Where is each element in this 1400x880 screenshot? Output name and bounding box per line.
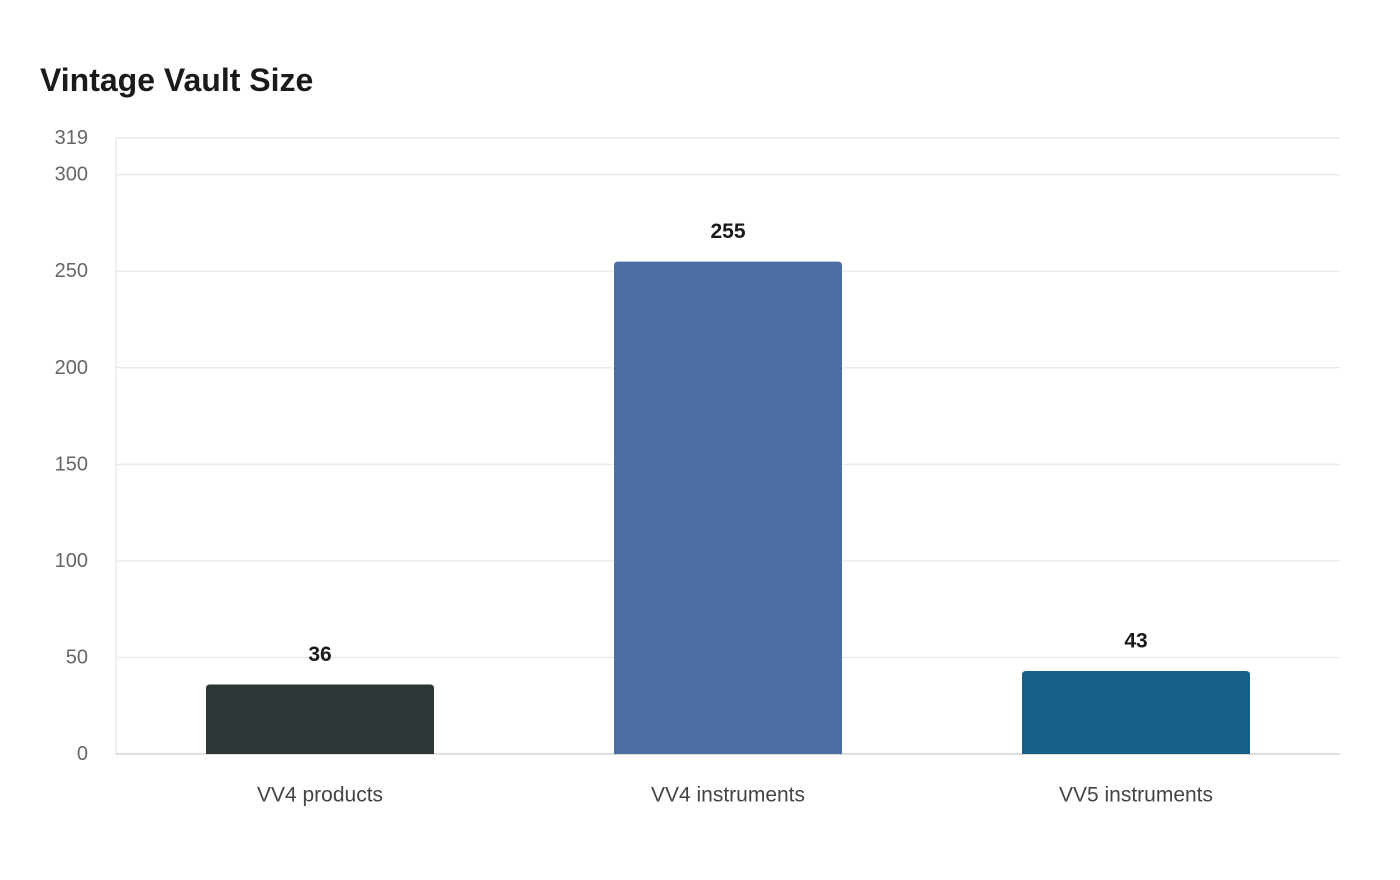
x-category-label: VV5 instruments: [1059, 784, 1213, 807]
y-tick-label: 150: [55, 453, 88, 475]
chart-title: Vintage Vault Size: [40, 62, 314, 98]
y-tick-label: 319: [55, 127, 88, 149]
data-labels: 36 255 43: [308, 220, 1147, 666]
bar-0: [206, 684, 434, 754]
y-tick-label: 0: [77, 743, 88, 765]
y-axis-ticks: 0 50 100 150 200 250 300 319: [55, 127, 88, 765]
x-axis-categories: VV4 products VV4 instruments VV5 instrumen…: [257, 784, 1213, 807]
data-label: 255: [710, 220, 745, 243]
bar-2: [1022, 670, 1250, 754]
x-category-label: VV4 products: [257, 784, 383, 807]
data-label: 36: [308, 643, 331, 666]
y-tick-label: 200: [55, 357, 88, 379]
x-category-label: VV4 instruments: [651, 784, 805, 807]
bar-1: [614, 261, 842, 754]
bars: [206, 261, 1250, 754]
data-label: 43: [1124, 629, 1147, 652]
y-tick-label: 50: [66, 646, 88, 668]
y-tick-label: 300: [55, 164, 88, 186]
y-tick-label: 250: [55, 260, 88, 282]
y-tick-label: 100: [55, 550, 88, 572]
